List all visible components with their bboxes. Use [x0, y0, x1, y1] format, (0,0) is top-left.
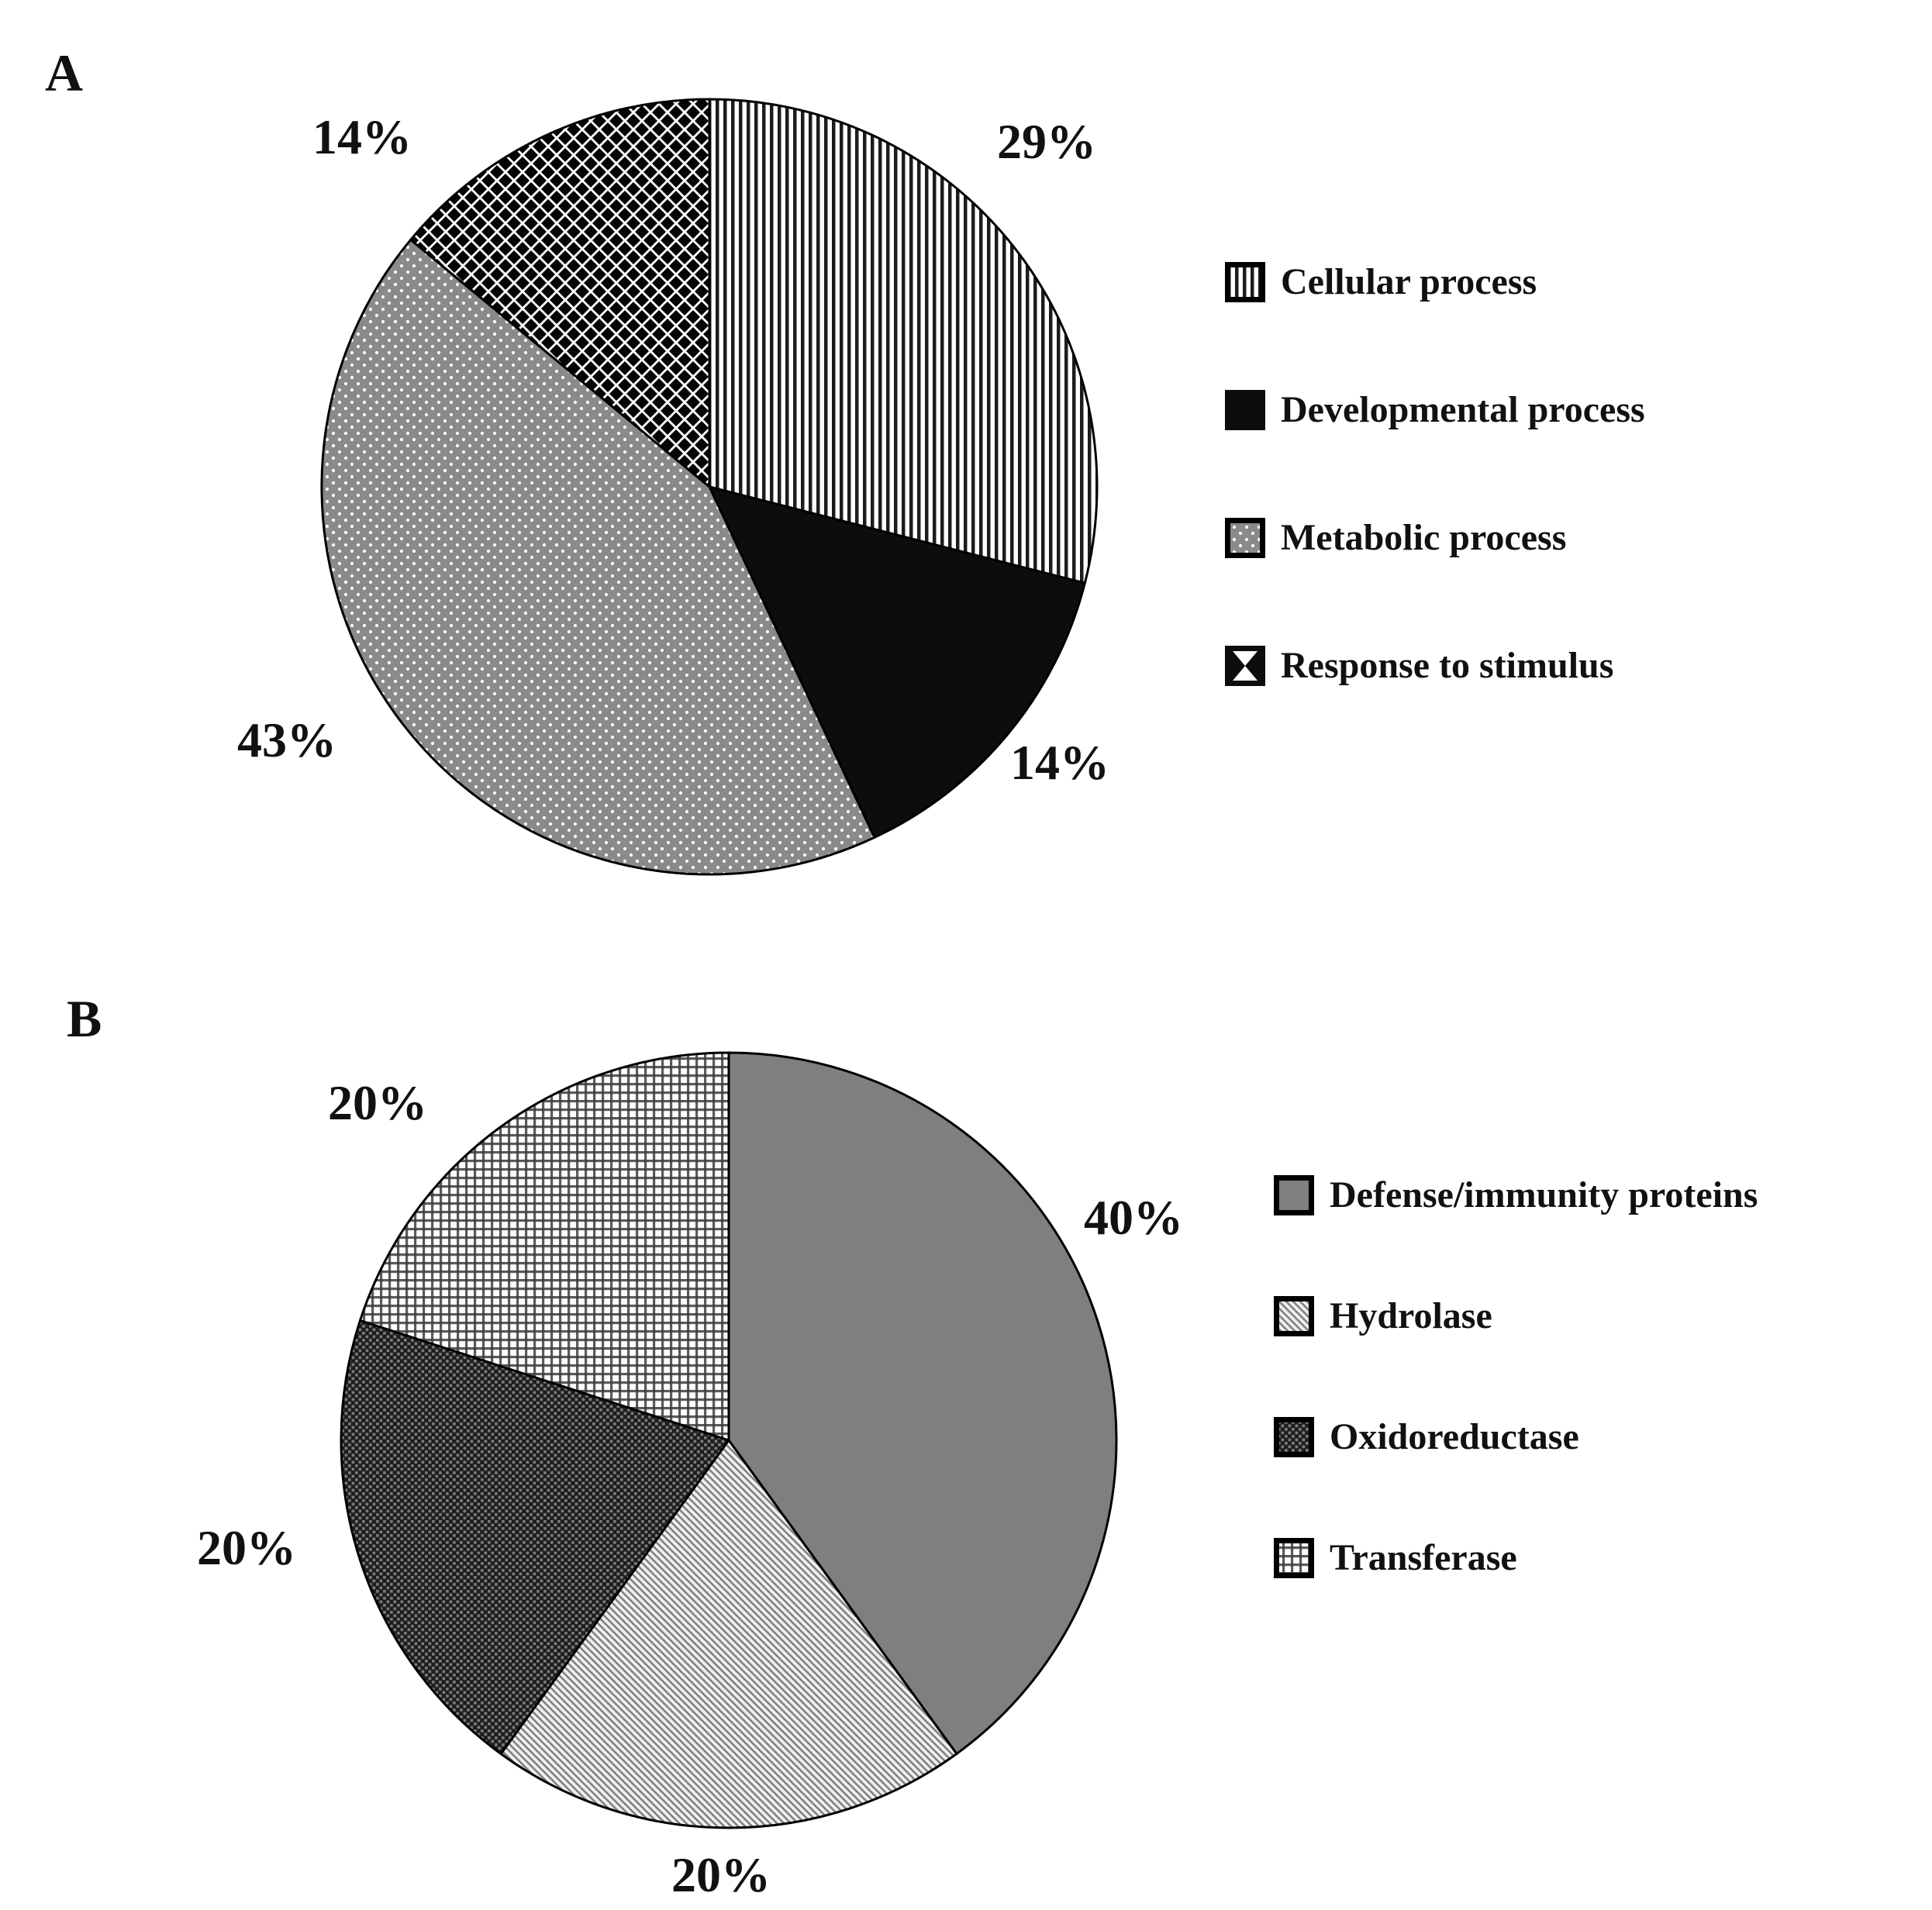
legend-item-metabolic-process: Metabolic process [1225, 513, 1645, 563]
solid-gray-swatch-icon [1274, 1175, 1314, 1215]
legend-b: Defense/immunity proteins Hydrolase Oxidor… [1274, 1170, 1758, 1583]
legend-label: Defense/immunity proteins [1330, 1174, 1758, 1215]
pie-slice-metabolic-process [320, 238, 876, 876]
panel-label-b: B [67, 989, 102, 1048]
legend-label: Developmental process [1281, 389, 1645, 430]
gray-dots-swatch-icon [1225, 518, 1265, 558]
diag-swatch-icon [1274, 1296, 1314, 1336]
legend-item-hydrolase: Hydrolase [1274, 1291, 1758, 1341]
legend-item-developmental-process: Developmental process [1225, 385, 1645, 435]
grid-swatch-icon [1274, 1538, 1314, 1578]
hourglass-swatch-icon [1225, 646, 1265, 686]
pie-chart-a [320, 98, 1099, 876]
legend-label: Response to stimulus [1281, 645, 1614, 686]
legend-item-transferase: Transferase [1274, 1533, 1758, 1583]
legend-label: Oxidoreductase [1330, 1416, 1579, 1457]
percent-label-hydrolase: 20% [671, 1847, 771, 1902]
legend-item-defense-immunity-proteins: Defense/immunity proteins [1274, 1170, 1758, 1220]
vstripe-swatch-icon [1225, 262, 1265, 302]
pie-slice-cellular-process [708, 98, 1099, 584]
pie-chart-b [340, 1051, 1118, 1829]
percent-label-oxidoreductase: 20% [197, 1520, 296, 1575]
percent-label-defense-immunity-proteins: 40% [1084, 1190, 1183, 1245]
legend-label: Transferase [1330, 1537, 1517, 1578]
pie-slice-response-to-stimulus [409, 98, 711, 488]
percent-label-cellular-process: 29% [997, 114, 1096, 169]
legend-item-response-to-stimulus: Response to stimulus [1225, 641, 1645, 691]
pie-slice-transferase [359, 1051, 730, 1442]
percent-label-transferase: 20% [328, 1075, 427, 1130]
legend-label: Metabolic process [1281, 517, 1567, 558]
pie-slice-oxidoreductase [340, 1319, 730, 1755]
legend-item-cellular-process: Cellular process [1225, 257, 1645, 307]
checker-swatch-icon [1274, 1417, 1314, 1457]
percent-label-response-to-stimulus: 14% [312, 109, 412, 164]
solid-black-swatch-icon [1225, 390, 1265, 430]
panel-label-a: A [45, 43, 84, 102]
pie-slice-developmental-process [708, 485, 1086, 839]
percent-label-developmental-process: 14% [1010, 735, 1109, 790]
legend-label: Hydrolase [1330, 1295, 1492, 1336]
legend-item-oxidoreductase: Oxidoreductase [1274, 1412, 1758, 1462]
legend-label: Cellular process [1281, 261, 1537, 302]
percent-label-metabolic-process: 43% [237, 712, 336, 767]
pie-slice-defense-immunity-proteins [727, 1051, 1118, 1755]
pie-slice-hydrolase [499, 1439, 958, 1829]
legend-a: Cellular process Developmental process Met… [1225, 257, 1645, 691]
